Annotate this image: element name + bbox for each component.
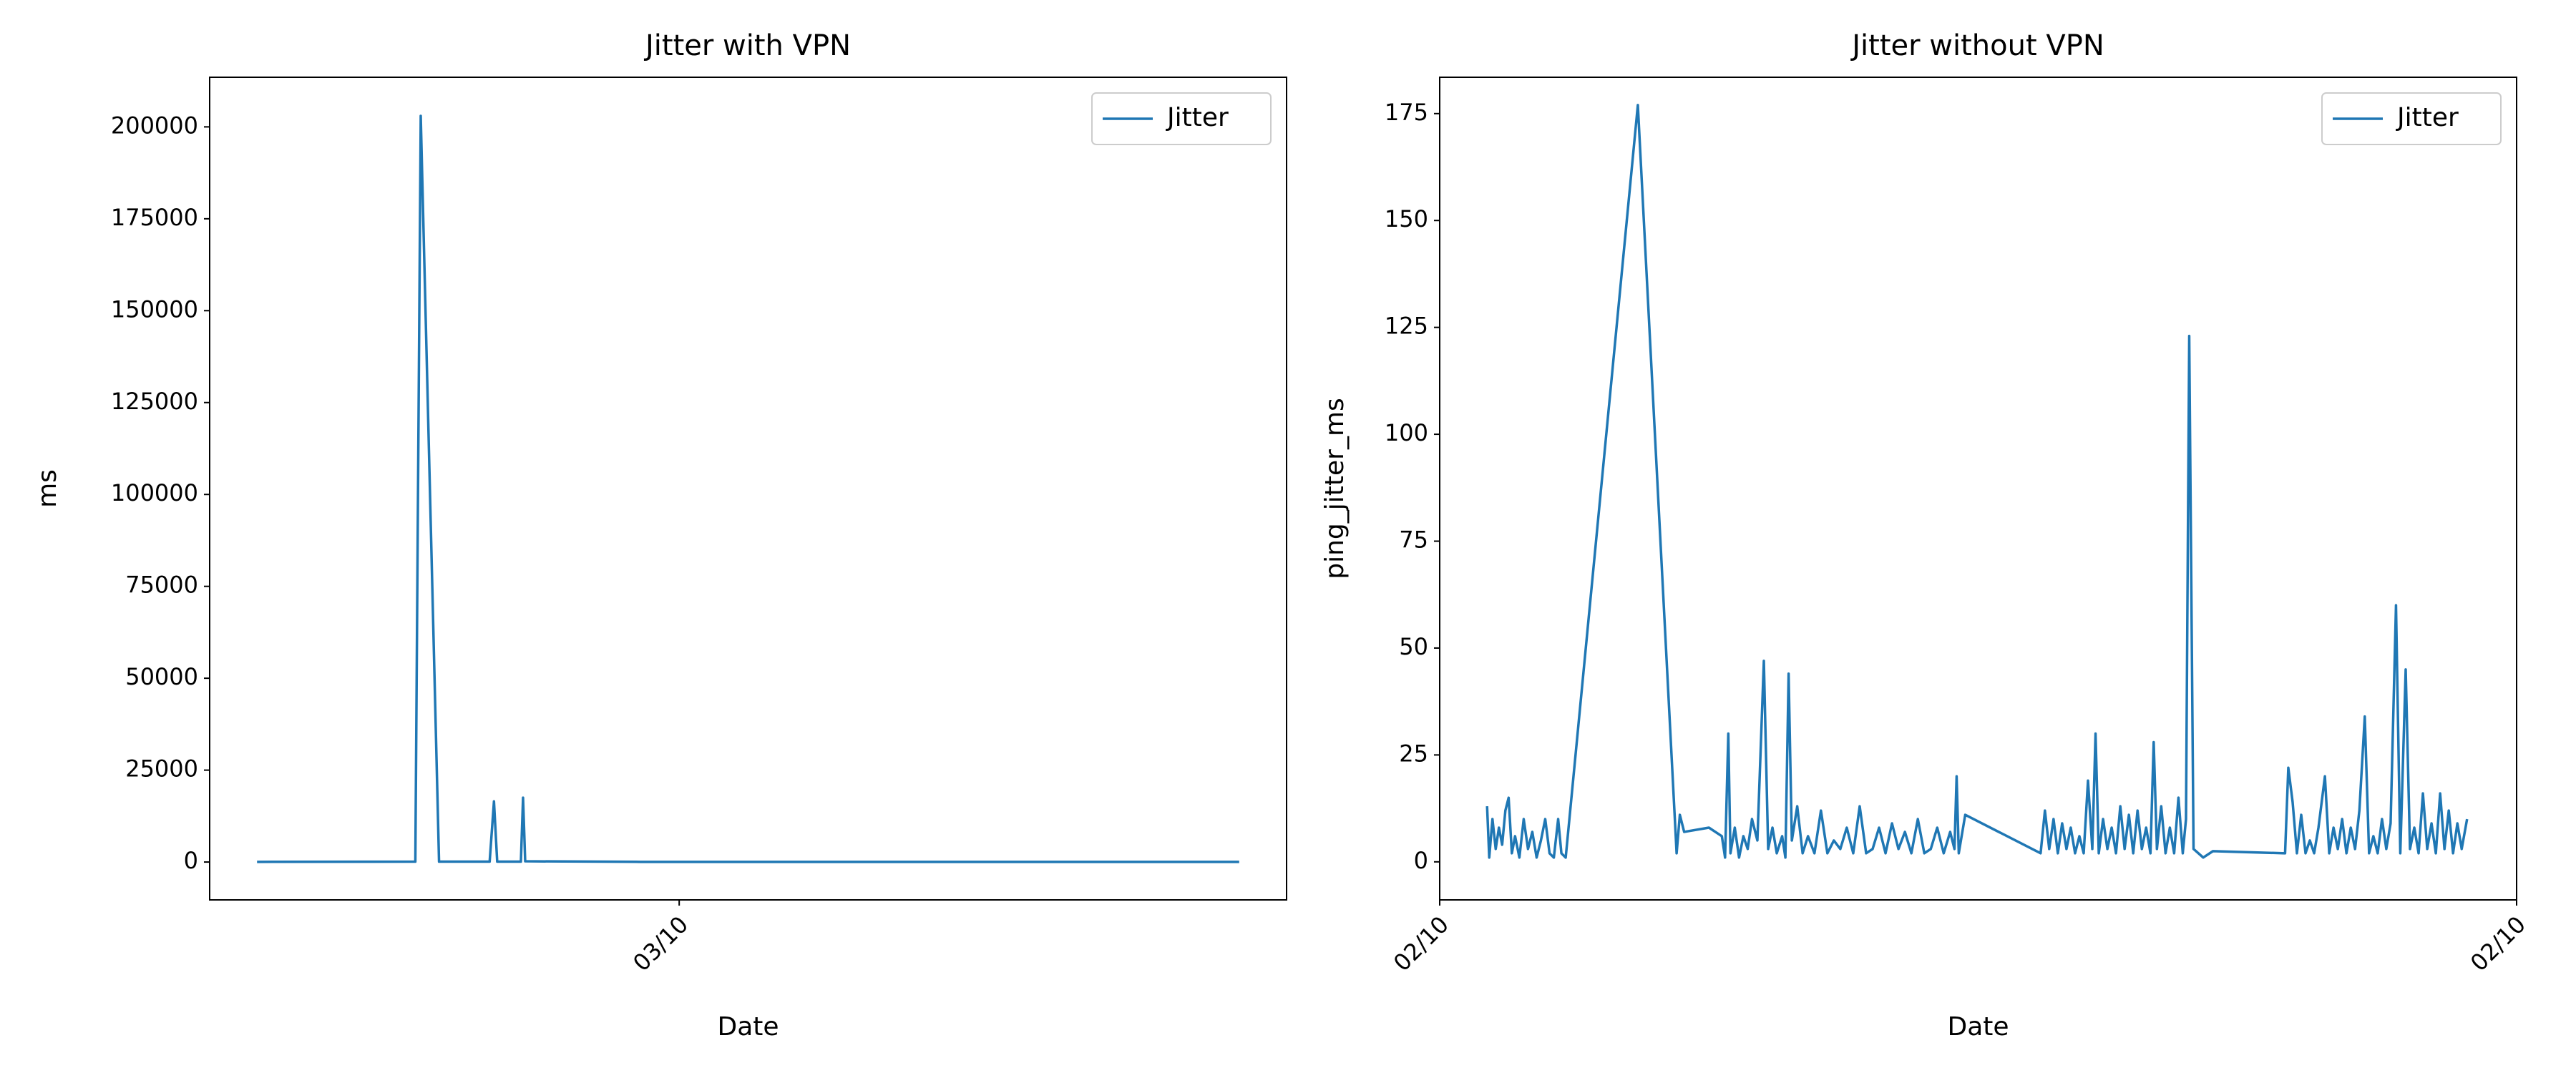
x-tick-label: 02/10 [1388, 911, 1454, 976]
chart-title: Jitter without VPN [1850, 29, 2104, 62]
x-tick-label: 02/10 [2465, 911, 2531, 976]
y-tick-label: 25000 [125, 755, 198, 783]
chart-title: Jitter with VPN [643, 29, 851, 62]
y-axis-label: ms [33, 469, 62, 508]
y-tick-label: 0 [184, 847, 198, 874]
y-tick-label: 175 [1385, 99, 1428, 126]
y-tick-label: 125 [1385, 313, 1428, 340]
y-tick-label: 75 [1399, 526, 1428, 554]
legend-box [1091, 92, 1272, 145]
y-tick-label: 50 [1399, 633, 1428, 660]
line-series [257, 114, 1239, 863]
y-tick-label: 0 [1414, 847, 1428, 874]
y-tick-label: 200000 [111, 112, 198, 139]
legend-box [2321, 92, 2502, 145]
y-axis-label: ping_jitter_ms [1320, 398, 1350, 579]
y-tick-label: 100 [1385, 419, 1428, 446]
plot-frame [209, 77, 1287, 901]
plot-frame [1439, 77, 2517, 901]
y-tick-label: 125000 [111, 388, 198, 415]
line-series [1485, 104, 2469, 859]
x-axis-label: Date [717, 1012, 779, 1042]
x-axis-label: Date [1947, 1012, 2009, 1042]
y-tick-label: 25 [1399, 740, 1428, 767]
x-tick-label: 03/10 [628, 911, 693, 976]
y-tick-label: 100000 [111, 479, 198, 506]
y-tick-label: 75000 [125, 572, 198, 599]
y-tick-label: 175000 [111, 204, 198, 231]
y-tick-label: 150 [1385, 205, 1428, 232]
y-tick-label: 50000 [125, 663, 198, 690]
y-tick-label: 150000 [111, 295, 198, 323]
legend-label: Jitter [1166, 103, 1229, 132]
legend-label: Jitter [2396, 103, 2459, 132]
